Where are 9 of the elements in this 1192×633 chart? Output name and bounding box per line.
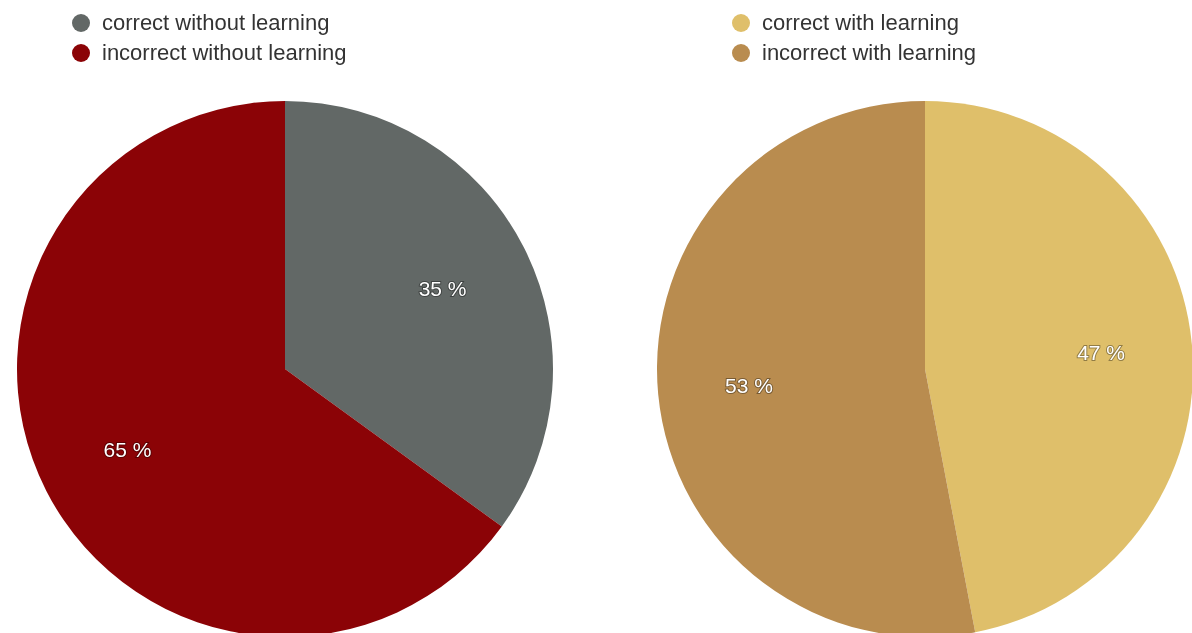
legend-label: correct with learning <box>762 9 959 37</box>
legend-label: incorrect without learning <box>102 39 347 67</box>
data-label: 65 % <box>103 437 152 461</box>
data-label: 53 % <box>724 374 773 398</box>
legend-label: correct without learning <box>102 9 330 37</box>
data-label: 35 % <box>418 277 467 301</box>
pie-slice <box>285 101 553 527</box>
legend-label: incorrect with learning <box>762 39 976 67</box>
data-label: 47 % <box>1077 340 1126 364</box>
